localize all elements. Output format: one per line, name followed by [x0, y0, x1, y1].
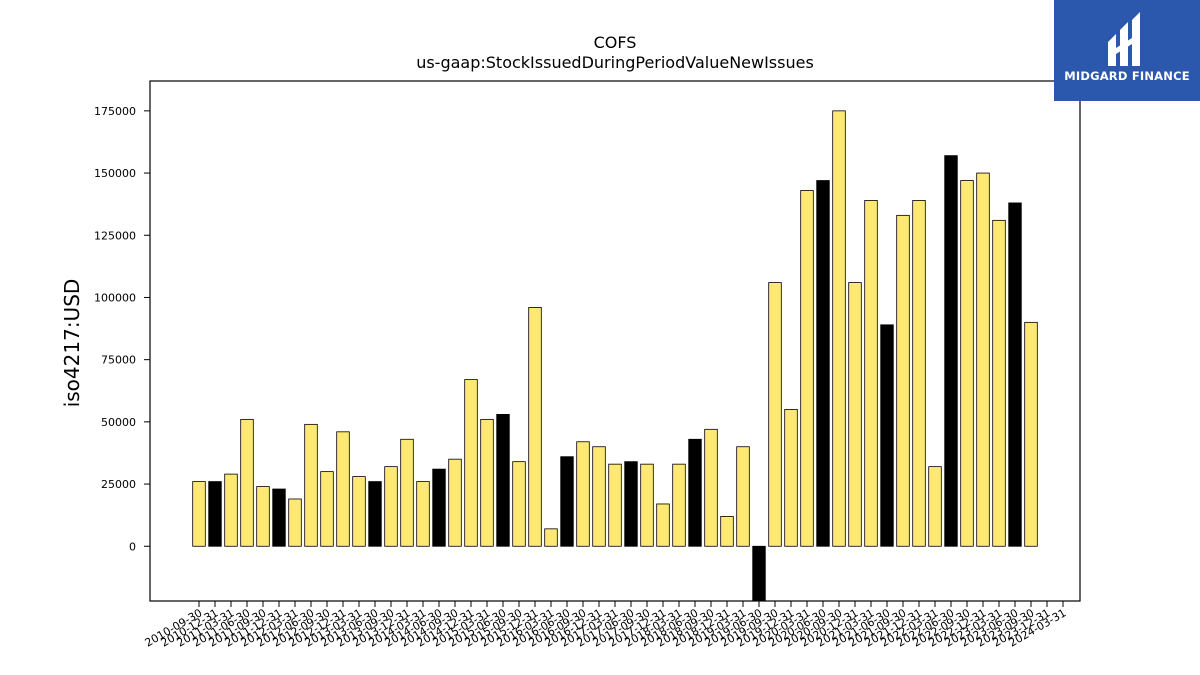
chart-subtitle: us-gaap:StockIssuedDuringPeriodValueNewI…: [416, 53, 814, 72]
y-axis-label: iso4217:USD: [60, 279, 84, 408]
bar: [304, 423, 318, 547]
bar: [576, 441, 590, 547]
bar: [192, 481, 206, 547]
bar: [320, 471, 334, 547]
bar: [208, 481, 222, 547]
y-tick-label: 50000: [101, 416, 136, 429]
y-tick-label: 100000: [94, 291, 136, 304]
bar: [544, 528, 558, 547]
bar: [768, 282, 782, 547]
bar: [1008, 202, 1022, 547]
bar: [688, 438, 702, 547]
y-tick-label: 75000: [101, 354, 136, 367]
bar: [720, 516, 734, 547]
bar: [512, 461, 526, 547]
bar: [736, 446, 750, 547]
bar: [880, 324, 894, 547]
bar: [256, 486, 270, 547]
bar: [640, 463, 654, 547]
logo-badge: MIDGARD FINANCE: [1054, 0, 1200, 101]
bar: [592, 446, 606, 547]
bar: [784, 409, 798, 547]
bar: [336, 431, 350, 547]
bar: [448, 458, 462, 547]
bar: [432, 468, 446, 547]
bar: [480, 418, 494, 547]
bar: [816, 180, 830, 547]
bar: [912, 200, 926, 547]
bar: [832, 110, 846, 547]
bar: [416, 481, 430, 547]
bar: [624, 461, 638, 547]
bar: [976, 172, 990, 547]
bar: [896, 214, 910, 547]
bar: [944, 155, 958, 547]
bar: [672, 463, 686, 547]
y-tick-label: 150000: [94, 167, 136, 180]
bar: [464, 379, 478, 547]
bar: [272, 488, 286, 547]
bar: [608, 463, 622, 547]
bar: [656, 503, 670, 547]
bar: [752, 545, 766, 602]
bar: [368, 481, 382, 547]
bar: [560, 456, 574, 547]
bar: [224, 473, 238, 547]
bar: [384, 466, 398, 547]
bar: [352, 476, 366, 547]
bar: [928, 466, 942, 547]
midgard-logo-icon: [1108, 12, 1140, 66]
bar: [496, 413, 510, 547]
bar: [800, 190, 814, 547]
chart-title: COFS: [594, 33, 637, 52]
bar: [400, 438, 414, 547]
bar: [704, 428, 718, 547]
bar: [864, 200, 878, 547]
bar: [240, 418, 254, 547]
bar: [960, 180, 974, 547]
bar: [992, 219, 1006, 547]
bar: [288, 498, 302, 547]
bar: [848, 282, 862, 547]
bar: [528, 307, 542, 547]
y-tick-label: 0: [129, 540, 136, 553]
bar: [1024, 321, 1038, 547]
y-tick-label: 125000: [94, 229, 136, 242]
y-tick-label: 25000: [101, 478, 136, 491]
y-tick-label: 175000: [94, 105, 136, 118]
logo-text: MIDGARD FINANCE: [1064, 69, 1190, 83]
